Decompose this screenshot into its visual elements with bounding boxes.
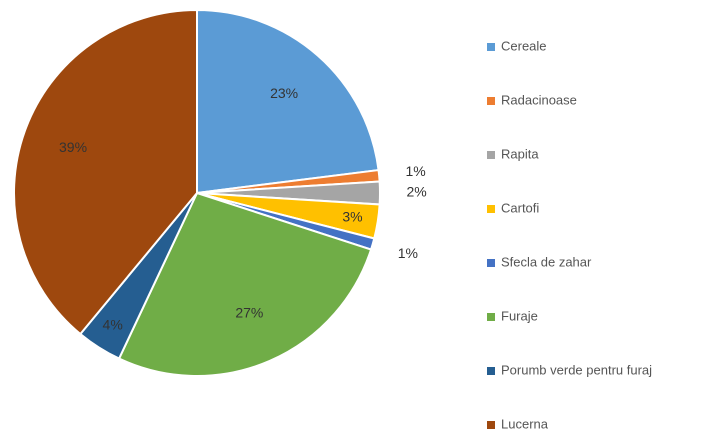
legend-label: Rapita bbox=[501, 146, 539, 161]
legend-label: Cartofi bbox=[501, 200, 539, 215]
legend-swatch bbox=[487, 367, 495, 375]
data-label: 2% bbox=[406, 184, 426, 200]
legend-swatch bbox=[487, 259, 495, 267]
legend-label: Sfecla de zahar bbox=[501, 254, 592, 269]
pie-slice bbox=[196, 8, 380, 195]
legend-label: Radacinoase bbox=[501, 92, 577, 107]
legend-swatch bbox=[487, 151, 495, 159]
legend-swatch bbox=[487, 313, 495, 321]
data-label: 27% bbox=[235, 305, 263, 321]
data-label: 4% bbox=[103, 317, 123, 333]
legend-swatch bbox=[487, 205, 495, 213]
legend-swatch bbox=[487, 43, 495, 51]
legend-swatch bbox=[487, 97, 495, 105]
data-label: 23% bbox=[270, 85, 298, 101]
data-label: 39% bbox=[59, 139, 87, 155]
data-label: 1% bbox=[406, 163, 426, 179]
legend-label: Cereale bbox=[501, 38, 547, 53]
data-label: 3% bbox=[342, 208, 362, 224]
legend-label: Furaje bbox=[501, 308, 538, 323]
legend-swatch bbox=[487, 421, 495, 429]
legend-label: Lucerna bbox=[501, 416, 549, 431]
pie-slice bbox=[13, 8, 198, 336]
legend-label: Porumb verde pentru furaj bbox=[501, 362, 652, 377]
pie-slice bbox=[117, 191, 373, 377]
data-label: 1% bbox=[398, 245, 418, 261]
